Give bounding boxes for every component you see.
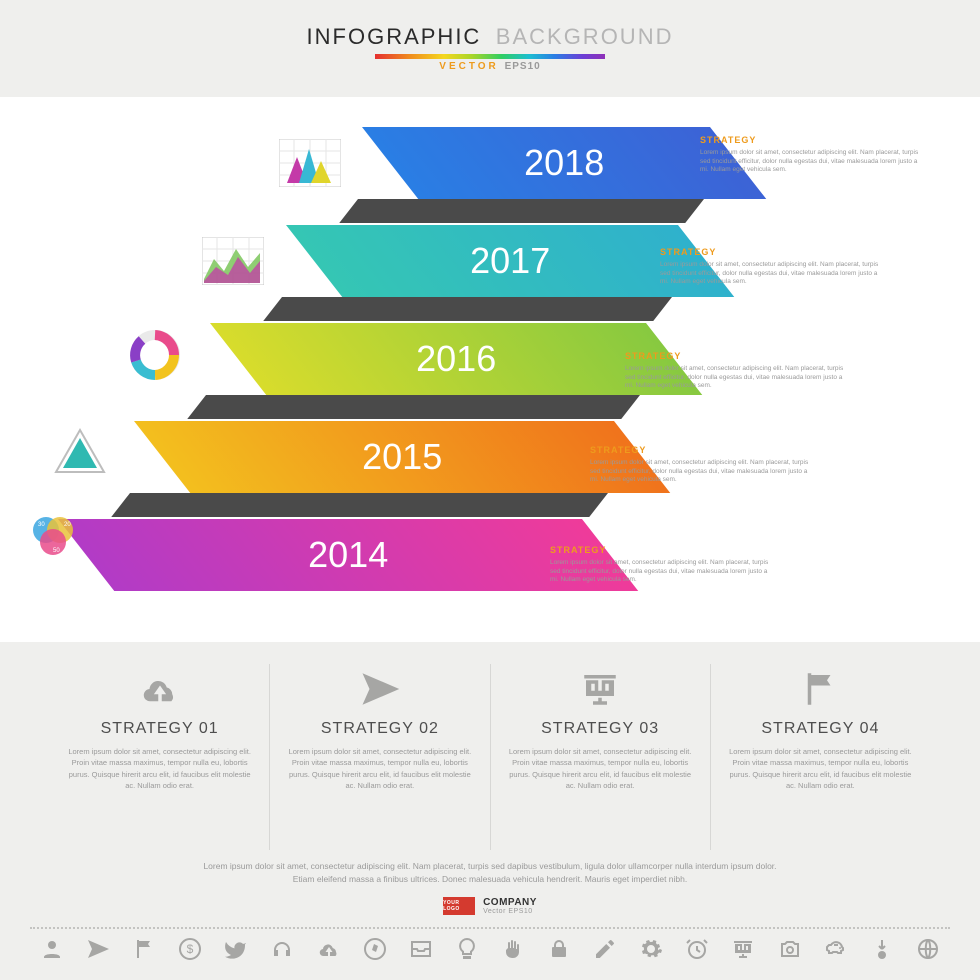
company-text: COMPANY Vector EPS10 (483, 897, 537, 915)
tagline-2: Etiam eleifend massa a finibus ultrices.… (293, 874, 688, 884)
cloud-up-icon (317, 937, 341, 966)
strategy-card: STRATEGY 04 Lorem ipsum dolor sit amet, … (711, 664, 930, 850)
company-sub: Vector EPS10 (483, 908, 537, 915)
ribbon-year: 2014 (308, 534, 388, 576)
icon-bar: $ (0, 937, 980, 980)
title-sub: BACKGROUND (496, 24, 674, 49)
globe-icon (916, 937, 940, 966)
strategy-body: Lorem ipsum dolor sit amet, consectetur … (288, 746, 471, 791)
strategy-title: STRATEGY 04 (761, 720, 879, 738)
subtitle-eps: EPS10 (505, 61, 541, 72)
strategy-card: STRATEGY 02 Lorem ipsum dolor sit amet, … (270, 664, 490, 850)
desc-body: Lorem ipsum dolor sit amet, consectetur … (700, 149, 920, 175)
triangle-icon (45, 425, 115, 477)
ribbon-year: 2018 (524, 142, 604, 184)
ribbon-year: 2017 (470, 240, 550, 282)
desc-heading: STRATEGY (625, 351, 845, 361)
desc-body: Lorem ipsum dolor sit amet, consectetur … (660, 261, 880, 287)
desc-body: Lorem ipsum dolor sit amet, consectetur … (550, 559, 770, 585)
footer-tagline: Lorem ipsum dolor sit amet, consectetur … (0, 860, 980, 887)
desc-body: Lorem ipsum dolor sit amet, consectetur … (590, 459, 810, 485)
strategy-title: STRATEGY 01 (101, 720, 219, 738)
bulb-icon (455, 937, 479, 966)
subtitle-vector: VECTOR (439, 61, 499, 72)
strategy-card: STRATEGY 03 Lorem ipsum dolor sit amet, … (491, 664, 711, 850)
hand-icon (501, 937, 525, 966)
gear-icon (639, 937, 663, 966)
flag-icon (799, 664, 841, 714)
ribbon-year: 2015 (362, 436, 442, 478)
ribbon-description: STRATEGY Lorem ipsum dolor sit amet, con… (550, 545, 770, 585)
header: INFOGRAPHIC BACKGROUND VECTOR EPS10 (0, 0, 980, 97)
svg-text:50: 50 (53, 548, 60, 554)
desc-body: Lorem ipsum dolor sit amet, consectetur … (625, 365, 845, 391)
ribbon-description: STRATEGY Lorem ipsum dolor sit amet, con… (590, 445, 810, 485)
cloud-up-icon (139, 664, 181, 714)
headphones-icon (270, 937, 294, 966)
header-title: INFOGRAPHIC BACKGROUND (307, 24, 674, 50)
inbox-icon (409, 937, 433, 966)
ribbon-description: STRATEGY Lorem ipsum dolor sit amet, con… (700, 135, 920, 175)
svg-text:$: $ (187, 942, 194, 956)
strategy-grid: STRATEGY 01 Lorem ipsum dolor sit amet, … (0, 642, 980, 860)
paper-plane-icon (86, 937, 110, 966)
presentation-icon (579, 664, 621, 714)
ribbon-container: 2018 STRATEGY Lorem ipsum dolor sit amet,… (0, 97, 980, 642)
alarm-icon (685, 937, 709, 966)
company-logo: YOUR LOGO (443, 897, 475, 915)
spectrum-bar (375, 54, 605, 59)
svg-text:30: 30 (38, 522, 45, 528)
strategy-body: Lorem ipsum dolor sit amet, consectetur … (509, 746, 692, 791)
piggy-icon (824, 937, 848, 966)
desc-heading: STRATEGY (700, 135, 920, 145)
desc-heading: STRATEGY (550, 545, 770, 555)
pencil-icon (593, 937, 617, 966)
flag-icon (132, 937, 156, 966)
tagline-1: Lorem ipsum dolor sit amet, consectetur … (203, 861, 776, 871)
bird-icon (224, 937, 248, 966)
strategy-body: Lorem ipsum dolor sit amet, consectetur … (68, 746, 251, 791)
presentation-icon (731, 937, 755, 966)
ribbon-year: 2016 (416, 338, 496, 380)
lock-icon (547, 937, 571, 966)
company-block: YOUR LOGO COMPANY Vector EPS10 (0, 897, 980, 915)
donut-chart-icon (120, 329, 190, 381)
area-chart-icon (198, 235, 268, 287)
venn-icon: 30 20 50 (18, 511, 88, 563)
header-subtitle: VECTOR EPS10 (439, 61, 540, 72)
infographic-stage: 2018 STRATEGY Lorem ipsum dolor sit amet,… (0, 97, 980, 642)
ribbon-description: STRATEGY Lorem ipsum dolor sit amet, con… (625, 351, 845, 391)
company-name: COMPANY (483, 897, 537, 908)
strategy-title: STRATEGY 03 (541, 720, 659, 738)
ribbon-fold (187, 395, 640, 419)
bar-chart-icon (275, 137, 345, 189)
strategy-title: STRATEGY 02 (321, 720, 439, 738)
strategy-card: STRATEGY 01 Lorem ipsum dolor sit amet, … (50, 664, 270, 850)
strategy-body: Lorem ipsum dolor sit amet, consectetur … (729, 746, 912, 791)
ribbon-fold (111, 493, 608, 517)
ribbon-fold (263, 297, 672, 321)
desc-heading: STRATEGY (590, 445, 810, 455)
desc-heading: STRATEGY (660, 247, 880, 257)
dotted-divider (30, 927, 950, 929)
ribbon-description: STRATEGY Lorem ipsum dolor sit amet, con… (660, 247, 880, 287)
download-circle-icon (870, 937, 894, 966)
ribbon-fold (339, 199, 704, 223)
user-icon (40, 937, 64, 966)
dollar-icon: $ (178, 937, 202, 966)
title-main: INFOGRAPHIC (307, 24, 482, 49)
svg-text:20: 20 (64, 522, 71, 528)
compass-icon (363, 937, 387, 966)
paper-plane-icon (359, 664, 401, 714)
camera-icon (778, 937, 802, 966)
